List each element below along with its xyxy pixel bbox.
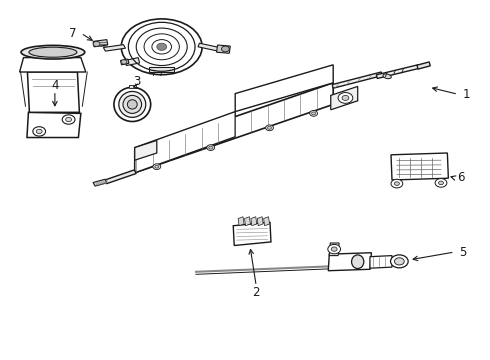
Circle shape (36, 129, 42, 134)
Polygon shape (233, 222, 271, 246)
Polygon shape (198, 43, 220, 51)
Ellipse shape (119, 91, 146, 117)
Polygon shape (27, 112, 81, 138)
Circle shape (207, 145, 215, 150)
Polygon shape (235, 65, 333, 112)
Text: 5: 5 (459, 246, 467, 258)
Text: 3: 3 (133, 75, 141, 87)
Text: 4: 4 (51, 79, 59, 92)
Ellipse shape (121, 19, 202, 75)
Circle shape (328, 244, 341, 254)
Polygon shape (135, 140, 157, 160)
Text: 2: 2 (252, 286, 260, 299)
Circle shape (338, 93, 353, 103)
Polygon shape (251, 217, 257, 226)
Ellipse shape (21, 45, 85, 59)
Polygon shape (129, 85, 136, 88)
Polygon shape (329, 243, 339, 256)
Text: 1: 1 (463, 88, 470, 101)
Polygon shape (135, 83, 333, 173)
Circle shape (157, 43, 167, 50)
Circle shape (394, 182, 399, 185)
Polygon shape (149, 67, 174, 72)
Circle shape (310, 111, 318, 116)
Circle shape (155, 165, 159, 168)
Circle shape (391, 255, 408, 268)
Polygon shape (417, 62, 430, 69)
Polygon shape (105, 170, 136, 184)
Circle shape (221, 46, 229, 52)
Polygon shape (257, 217, 263, 226)
Circle shape (331, 247, 337, 251)
Circle shape (439, 181, 443, 185)
Circle shape (153, 164, 161, 170)
Polygon shape (103, 45, 125, 51)
Circle shape (268, 126, 271, 129)
Polygon shape (217, 45, 230, 53)
Circle shape (391, 179, 403, 188)
Polygon shape (135, 112, 235, 173)
Text: 6: 6 (457, 171, 465, 184)
Polygon shape (376, 65, 419, 78)
Ellipse shape (352, 255, 364, 269)
Polygon shape (331, 86, 358, 110)
Circle shape (435, 179, 447, 187)
Polygon shape (238, 217, 244, 226)
Circle shape (394, 258, 404, 265)
Polygon shape (93, 179, 107, 186)
Circle shape (342, 95, 349, 100)
Polygon shape (391, 153, 448, 180)
Circle shape (66, 117, 72, 122)
Polygon shape (370, 256, 392, 268)
Circle shape (312, 112, 316, 115)
Polygon shape (245, 217, 250, 226)
Circle shape (33, 127, 46, 136)
Polygon shape (121, 59, 129, 65)
Polygon shape (27, 72, 79, 112)
Ellipse shape (127, 100, 137, 109)
Circle shape (93, 41, 100, 46)
Polygon shape (93, 40, 108, 47)
Ellipse shape (29, 47, 77, 57)
Polygon shape (125, 58, 140, 66)
Ellipse shape (114, 87, 151, 122)
Circle shape (62, 115, 75, 124)
Circle shape (121, 60, 127, 64)
Circle shape (209, 146, 213, 149)
Ellipse shape (123, 95, 142, 113)
Text: 7: 7 (69, 27, 76, 40)
Polygon shape (328, 253, 371, 271)
Polygon shape (332, 72, 382, 88)
Polygon shape (264, 217, 270, 226)
Circle shape (266, 125, 273, 131)
Ellipse shape (383, 74, 392, 79)
Polygon shape (20, 58, 86, 72)
